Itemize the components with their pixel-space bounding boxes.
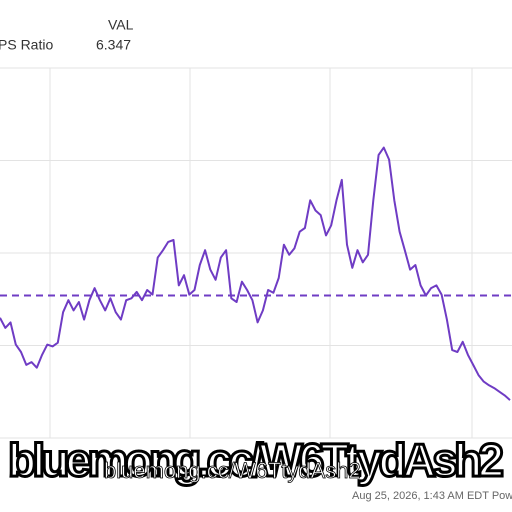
watermark: bluemong.cc/W6TtydAsh2 — [8, 434, 504, 486]
line-series — [0, 146, 511, 401]
legend-header: VAL — [108, 17, 134, 33]
legend-value: 6.347 — [96, 37, 131, 53]
footer: Aug 25, 2026, 1:43 AM EDT Pow — [352, 490, 512, 502]
watermark-small: bluemong.cc/W6TtydAsh2 — [104, 458, 361, 483]
plot — [0, 67, 512, 439]
legend-name: PS Ratio — [0, 37, 53, 53]
